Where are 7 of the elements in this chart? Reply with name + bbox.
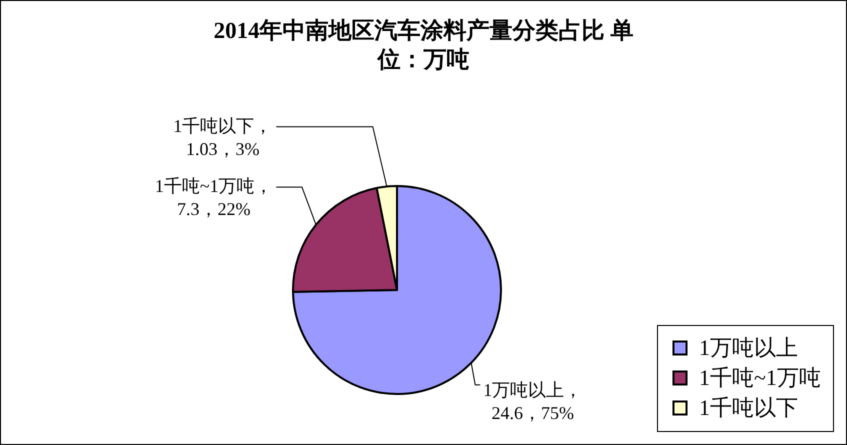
- legend-label: 1千吨~1万吨: [699, 365, 821, 390]
- data-label: 1万吨以上，24.6，75%: [483, 380, 582, 423]
- data-label: 1千吨以下，1.03，3%: [173, 116, 272, 159]
- chart-title: 2014年中南地区汽车涂料产量分类占比 单位：万吨: [214, 18, 634, 72]
- legend-label: 1千吨以下: [699, 395, 798, 420]
- legend-label: 1万吨以上: [699, 335, 798, 360]
- data-label: 1千吨~1万吨，7.3，22%: [154, 176, 273, 220]
